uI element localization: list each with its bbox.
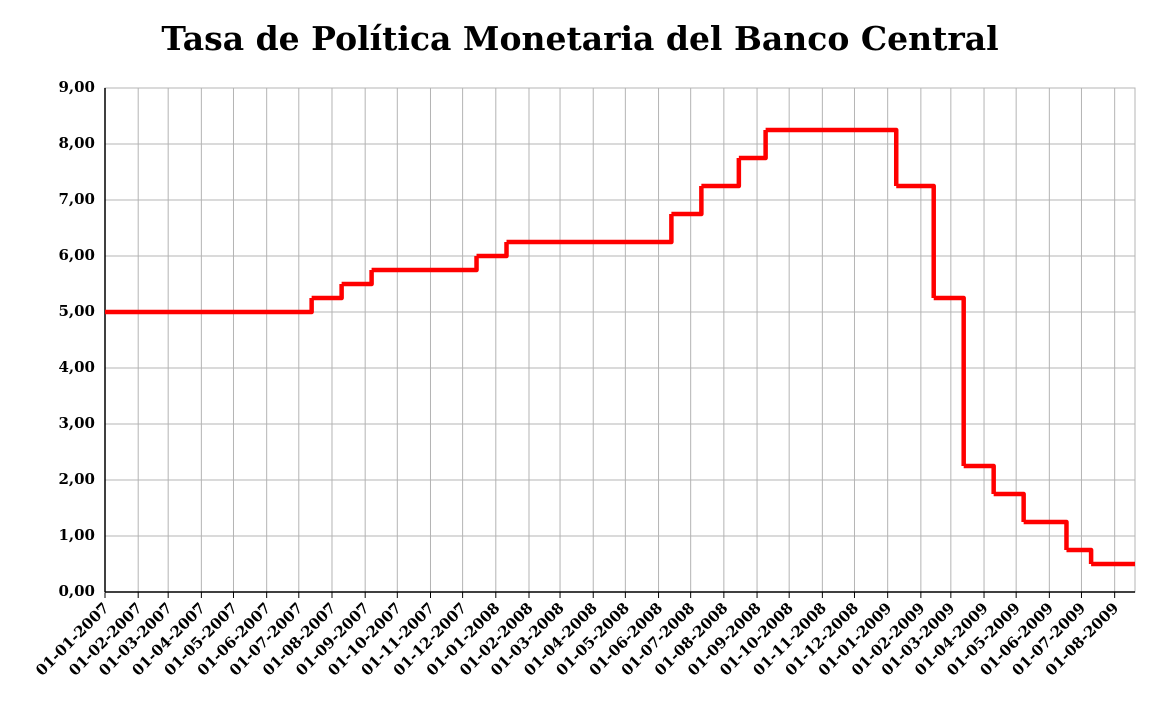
plot-frame — [104, 87, 1136, 593]
y-tick-label: 3,00 — [58, 414, 95, 432]
step-segment — [105, 298, 314, 315]
step-segment — [701, 158, 742, 189]
chart-title: Tasa de Política Monetaria del Banco Cen… — [161, 19, 998, 58]
step-segment — [506, 214, 674, 245]
y-tick-label: 6,00 — [58, 246, 95, 264]
step-segment — [371, 256, 479, 273]
y-tick-label: 7,00 — [58, 190, 95, 208]
step-segment — [765, 127, 899, 186]
step-segment — [476, 242, 509, 259]
step-segment — [738, 130, 768, 161]
step-segment — [933, 295, 966, 466]
step-segment — [1023, 519, 1069, 550]
step-segment — [341, 270, 374, 287]
step-segment — [671, 186, 704, 217]
y-tick-label: 0,00 — [58, 582, 95, 600]
step-segment — [993, 491, 1026, 522]
step-segment — [311, 284, 344, 301]
y-tick-label: 2,00 — [58, 470, 95, 488]
y-tick-label: 1,00 — [58, 526, 95, 544]
step-segment — [963, 463, 996, 494]
y-tick-label: 4,00 — [58, 358, 95, 376]
y-tick-label: 5,00 — [58, 302, 95, 320]
step-segment — [1066, 547, 1094, 564]
step-segment — [896, 183, 936, 298]
y-tick-label: 8,00 — [58, 134, 95, 152]
y-tick-label: 9,00 — [58, 78, 95, 96]
